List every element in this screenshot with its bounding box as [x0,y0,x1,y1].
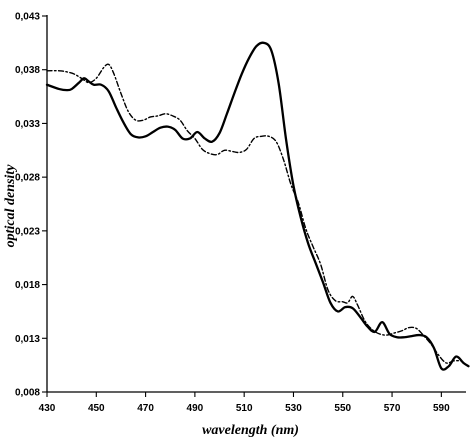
series-line-dash-dot [46,63,462,364]
y-tick-label: 0,043 [15,12,40,23]
x-tick-label: 450 [88,403,105,414]
y-tick-label: 0,028 [15,173,40,184]
y-tick-label: 0,008 [15,388,40,399]
x-tick-label: 430 [39,403,56,414]
series-layer [45,41,470,371]
y-axis-ticks: 0,008 0,013 0,018 0,023 0,028 0,033 0,038 0,043 [15,12,47,399]
x-axis-ticks: 430 450 470 490 510 530 550 570 590 [39,392,450,414]
y-tick-label: 0,018 [15,280,40,291]
y-tick-label: 0,033 [15,119,40,130]
x-tick-label: 470 [137,403,154,414]
y-tick-label: 0,013 [15,334,40,345]
series-line-solid [45,41,470,371]
y-axis-title: optical density [3,164,18,248]
y-tick-label: 0,038 [15,65,40,76]
x-axis-title: wavelength (nm) [202,423,299,438]
x-tick-label: 570 [384,403,401,414]
y-tick-label: 0,023 [15,226,40,237]
x-tick-label: 510 [236,403,253,414]
x-tick-label: 490 [187,403,204,414]
x-tick-label: 590 [433,403,450,414]
x-tick-label: 530 [285,403,302,414]
axes [46,15,466,393]
x-tick-label: 550 [334,403,351,414]
